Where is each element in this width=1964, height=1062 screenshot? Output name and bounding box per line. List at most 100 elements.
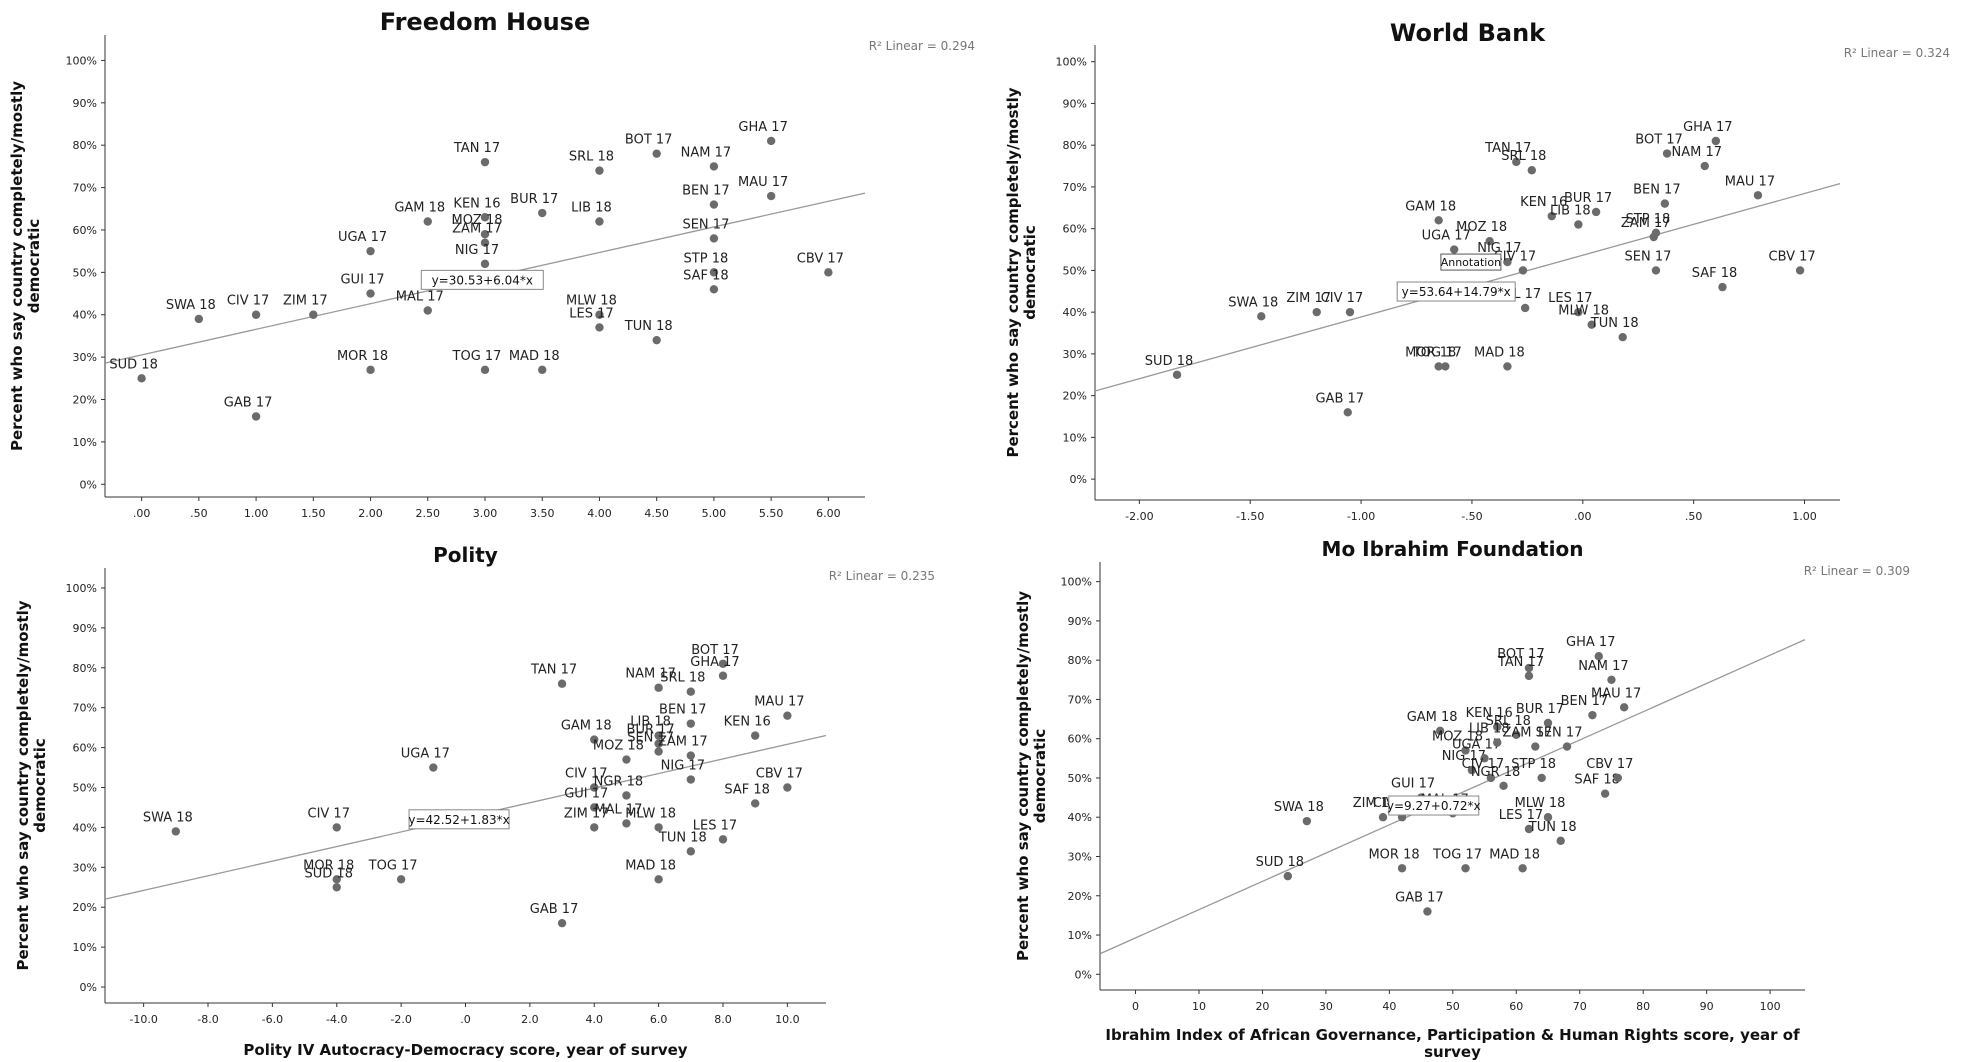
point-label: GUI 17 bbox=[564, 786, 608, 801]
point-label: SWA 18 bbox=[1228, 295, 1278, 310]
x-tick-label: 0 bbox=[1132, 1000, 1139, 1013]
point-label: MLW 18 bbox=[1515, 796, 1566, 811]
data-point bbox=[654, 739, 663, 748]
point-label: NIG 17 bbox=[1442, 749, 1486, 764]
data-point bbox=[766, 191, 776, 201]
y-tick-label: 20% bbox=[73, 394, 97, 407]
chart-panel: Freedom House 0% 10% 20% 30% 40% 50% 60% 70% 80% 9… bbox=[8, 8, 975, 520]
data-point bbox=[1512, 157, 1521, 167]
data-point bbox=[718, 835, 728, 844]
equation-label: y=42.52+1.83*x bbox=[408, 813, 509, 827]
x-tick-label: -2.00 bbox=[1125, 510, 1153, 523]
data-point bbox=[1547, 211, 1556, 221]
data-point bbox=[595, 323, 604, 332]
x-tick-label: -4.0 bbox=[326, 1013, 347, 1026]
data-point bbox=[1434, 362, 1443, 371]
y-tick-label: 60% bbox=[73, 742, 97, 755]
point-label: CIV 17 bbox=[1321, 291, 1363, 306]
data-point bbox=[709, 162, 719, 171]
data-point bbox=[1527, 166, 1537, 175]
data-point bbox=[709, 200, 719, 209]
data-point bbox=[1499, 781, 1508, 791]
point-label: TUN 18 bbox=[1528, 820, 1577, 835]
data-point bbox=[1172, 370, 1182, 379]
point-label: ZIM 17 bbox=[1353, 796, 1398, 811]
data-point bbox=[480, 259, 490, 269]
data-point bbox=[1613, 773, 1623, 783]
point-label: MAD 18 bbox=[1489, 847, 1540, 862]
data-point bbox=[1651, 228, 1661, 238]
point-label: SWA 18 bbox=[1274, 800, 1324, 815]
data-point bbox=[709, 234, 719, 243]
data-point bbox=[1480, 754, 1489, 763]
x-tick-label: 2.0 bbox=[521, 1013, 539, 1026]
data-point bbox=[194, 314, 204, 324]
data-point bbox=[1449, 245, 1459, 254]
y-tick-label: 50% bbox=[73, 266, 97, 279]
data-point bbox=[622, 819, 631, 828]
y-tick-label: 30% bbox=[73, 861, 97, 874]
point-label: TAN 17 bbox=[1484, 141, 1531, 156]
data-point bbox=[1257, 312, 1266, 321]
point-label: UGA 17 bbox=[401, 747, 450, 762]
point-label: TOG 17 bbox=[1412, 345, 1462, 360]
point-label: TAN 17 bbox=[453, 141, 500, 156]
x-tick-label: 30 bbox=[1319, 1000, 1333, 1013]
x-tick-label: 90 bbox=[1700, 1000, 1714, 1013]
point-label: MAD 18 bbox=[1474, 345, 1525, 360]
equation-box bbox=[1388, 795, 1480, 816]
data-point bbox=[251, 412, 261, 421]
data-point bbox=[1435, 726, 1445, 736]
equation-box bbox=[408, 809, 510, 830]
point-label: ZIM 17 bbox=[283, 294, 328, 309]
data-point bbox=[1397, 864, 1407, 873]
data-point bbox=[1520, 303, 1530, 313]
data-point bbox=[1524, 671, 1534, 681]
data-point bbox=[1467, 765, 1477, 775]
x-tick-label: 2.50 bbox=[416, 507, 441, 520]
data-point bbox=[622, 755, 631, 764]
y-tick-label: 30% bbox=[1068, 850, 1092, 863]
point-label: LES 17 bbox=[1548, 291, 1592, 306]
point-label: MAU 17 bbox=[754, 695, 804, 710]
point-label: LES 17 bbox=[1499, 808, 1543, 823]
point-label: NIG 17 bbox=[661, 759, 705, 774]
point-label: MAL 17 bbox=[594, 802, 642, 817]
data-point bbox=[423, 306, 432, 315]
data-point bbox=[1562, 742, 1572, 751]
y-tick-label: 60% bbox=[73, 224, 97, 237]
point-label: SEN 17 bbox=[627, 731, 674, 746]
data-point bbox=[1600, 789, 1610, 798]
point-label: GAM 18 bbox=[1407, 710, 1458, 725]
point-label: MOZ 18 bbox=[451, 213, 502, 228]
y-tick-label: 10% bbox=[73, 941, 97, 954]
equation-label: y=53.64+14.79*x bbox=[1402, 285, 1511, 299]
x-tick-label: 80 bbox=[1636, 1000, 1650, 1013]
data-point bbox=[1591, 207, 1601, 217]
point-label: BUR 17 bbox=[510, 192, 558, 207]
data-point bbox=[654, 823, 663, 832]
data-point bbox=[750, 731, 760, 740]
x-tick-label: 10 bbox=[1192, 1000, 1206, 1013]
point-label: SUD 18 bbox=[1145, 354, 1193, 369]
data-point bbox=[1587, 320, 1596, 329]
y-tick-label: 80% bbox=[1068, 654, 1092, 667]
data-point bbox=[1423, 907, 1432, 916]
point-label: MLW 18 bbox=[625, 806, 676, 821]
point-label: MAU 17 bbox=[1591, 686, 1641, 701]
x-tick-label: -6.0 bbox=[262, 1013, 283, 1026]
point-label: NGR 18 bbox=[594, 774, 644, 789]
point-label: GHA 17 bbox=[738, 120, 787, 135]
point-label: KEN 16 bbox=[724, 715, 771, 730]
y-tick-label: 0% bbox=[1070, 473, 1087, 486]
point-label: ZAM 17 bbox=[1502, 726, 1552, 741]
y-tick-label: 20% bbox=[1063, 390, 1087, 403]
point-label: NGR 18 bbox=[1471, 765, 1521, 780]
data-point bbox=[686, 847, 696, 856]
x-tick-label: 10.0 bbox=[775, 1013, 800, 1026]
y-tick-label: 80% bbox=[1063, 139, 1087, 152]
point-label: TOG 17 bbox=[452, 349, 502, 364]
point-label: NAM 17 bbox=[1671, 145, 1722, 160]
r-squared-label: R² Linear = 0.309 bbox=[1804, 564, 1910, 578]
